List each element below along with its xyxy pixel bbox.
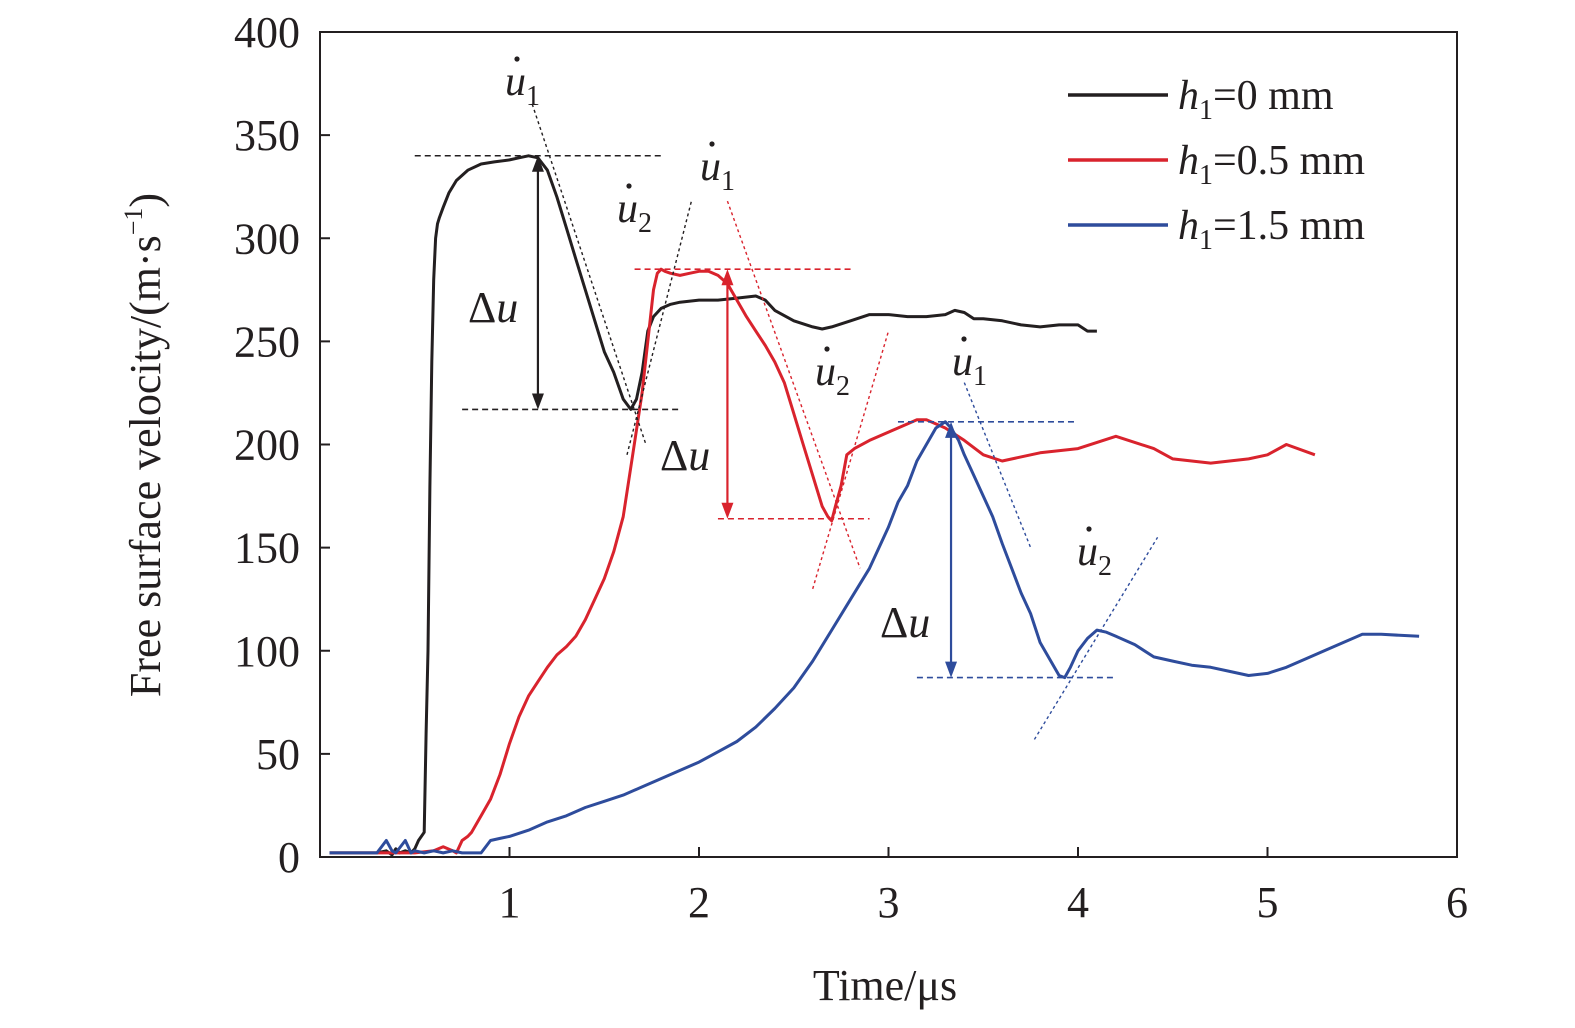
delta-arrow-black-head-up [531, 155, 544, 172]
legend-rest: =1.5 mm [1213, 203, 1365, 249]
delta-arrow-blue-head-down [945, 661, 958, 678]
legend-var: h [1178, 73, 1199, 119]
u1-label-blue-sub: 1 [973, 361, 987, 392]
u1-label-blue: u1 [952, 336, 987, 392]
y-tick-label: 0 [278, 833, 300, 882]
u2-label-black-dot [626, 183, 632, 189]
delta-arrow-red-head-down [721, 502, 734, 519]
u2-label-red: u2 [815, 346, 850, 402]
u1-label-red-sub: 1 [721, 166, 735, 197]
legend-rest: =0 mm [1213, 73, 1334, 119]
y-tick-label: 250 [234, 317, 300, 366]
y-axis-label-main: Free surface velocity/(m·s [121, 235, 170, 697]
legend-sub: 1 [1199, 95, 1213, 126]
legend-rest: =0.5 mm [1213, 138, 1365, 184]
y-axis-label-exponent: −1 [119, 208, 148, 236]
legend-var: h [1178, 138, 1199, 184]
y-tick-label: 300 [234, 214, 300, 263]
u2-label-red-text: u2 [815, 349, 850, 402]
u1-label-black-text: u1 [505, 59, 540, 112]
tangent-u1-blue [963, 382, 1032, 548]
u1-label-black: u1 [505, 56, 540, 112]
u2-label-blue-sub: 2 [1098, 551, 1112, 582]
tangent-u1-red [726, 200, 861, 569]
tangent-u2-red [812, 330, 890, 590]
u2-label-red-dot [824, 346, 830, 352]
u1-label-blue-dot [961, 336, 967, 342]
legend-label-3: h1=1.5 mm [1178, 203, 1365, 256]
x-tick-label: 2 [688, 878, 710, 927]
x-axis-label: Time/μs [813, 961, 957, 1010]
series-line-1 [329, 154, 1097, 857]
delta-label-red-delta: Δ [660, 431, 688, 480]
delta-label-red: Δu [660, 431, 710, 480]
u2-label-blue-text: u2 [1077, 529, 1112, 582]
legend-var: h [1178, 203, 1199, 249]
delta-label-red-var: u [688, 431, 710, 480]
x-tick-label: 1 [499, 878, 521, 927]
tick-layer: 1 2 3 4 5 6 0 50 100 150 200 250 300 350 400 [234, 8, 1468, 927]
u2-label-blue-dot [1086, 526, 1092, 532]
u2-label-black: u2 [617, 183, 652, 239]
u1-label-black-var: u [505, 59, 526, 105]
y-axis-label-close: ) [121, 193, 170, 208]
delta-label-blue-delta: Δ [880, 598, 908, 647]
delta-arrow-red-head-up [721, 269, 734, 286]
u2-label-red-var: u [815, 349, 836, 395]
y-axis-label: Free surface velocity/(m·s−1) [119, 193, 170, 697]
u1-label-blue-var: u [952, 339, 973, 385]
x-tick-label: 3 [878, 878, 900, 927]
y-tick-label: 200 [234, 421, 300, 470]
legend-label-1: h1=0 mm [1178, 73, 1334, 126]
delta-label-blue: Δu [880, 598, 930, 647]
u2-label-blue: u2 [1077, 526, 1112, 582]
delta-arrow-black-head-down [531, 393, 544, 410]
delta-label-black-delta: Δ [468, 283, 496, 332]
u1-label-blue-text: u1 [952, 339, 987, 392]
delta-label-black-var: u [496, 283, 518, 332]
x-tick-label: 6 [1446, 878, 1468, 927]
y-tick-label: 100 [234, 627, 300, 676]
u1-label-red: u1 [700, 141, 735, 197]
u1-label-red-var: u [700, 144, 721, 190]
series-line-3 [329, 420, 1420, 855]
u2-label-black-text: u2 [617, 186, 652, 239]
u1-label-black-sub: 1 [526, 81, 540, 112]
y-tick-label: 150 [234, 524, 300, 573]
u2-label-blue-var: u [1077, 529, 1098, 575]
y-tick-label: 400 [234, 8, 300, 57]
legend-sub: 1 [1199, 225, 1213, 256]
y-tick-label: 350 [234, 111, 300, 160]
series-layer [329, 154, 1420, 857]
series-line-2 [329, 267, 1316, 855]
tangent-u2-black [626, 200, 693, 455]
delta-arrow-blue-head-up [945, 421, 958, 438]
delta-label-black: Δu [468, 283, 518, 332]
u2-label-black-sub: 2 [638, 208, 652, 239]
legend-sub: 1 [1199, 160, 1213, 191]
x-tick-label: 4 [1067, 878, 1089, 927]
u1-label-black-dot [514, 56, 520, 62]
u1-label-red-text: u1 [700, 144, 735, 197]
legend-label-2: h1=0.5 mm [1178, 138, 1365, 191]
u1-label-red-dot [709, 141, 715, 147]
y-tick-label: 50 [256, 730, 300, 779]
delta-label-blue-var: u [908, 598, 930, 647]
u2-label-black-var: u [617, 186, 638, 232]
u2-label-red-sub: 2 [836, 371, 850, 402]
x-tick-label: 5 [1257, 878, 1279, 927]
